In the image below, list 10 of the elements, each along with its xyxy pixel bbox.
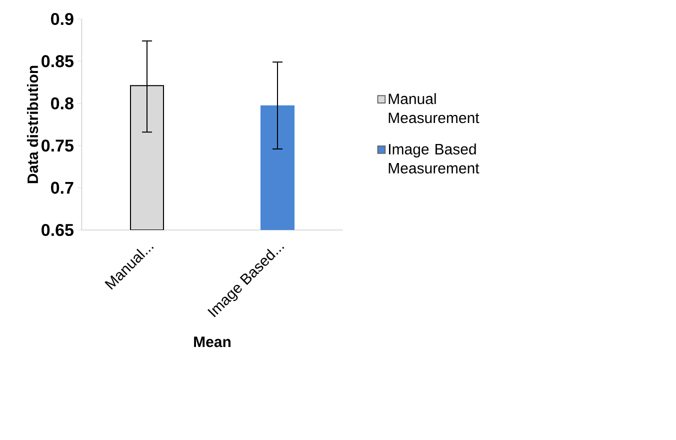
y-tick-label: 0.7 bbox=[51, 182, 74, 194]
x-axis-title: Mean bbox=[194, 336, 230, 348]
y-tick-label: 0.65 bbox=[42, 224, 74, 236]
y-tick-label: 0.75 bbox=[42, 140, 74, 152]
legend-label: Manual Measurement bbox=[388, 93, 480, 124]
y-tick-label: 0.85 bbox=[42, 55, 74, 68]
y-axis-title: Data distribution bbox=[27, 66, 38, 184]
legend-label: Image Based Measurement bbox=[388, 143, 480, 174]
y-tick-label: 0.9 bbox=[51, 12, 74, 26]
y-tick-label: 0.8 bbox=[51, 97, 74, 110]
